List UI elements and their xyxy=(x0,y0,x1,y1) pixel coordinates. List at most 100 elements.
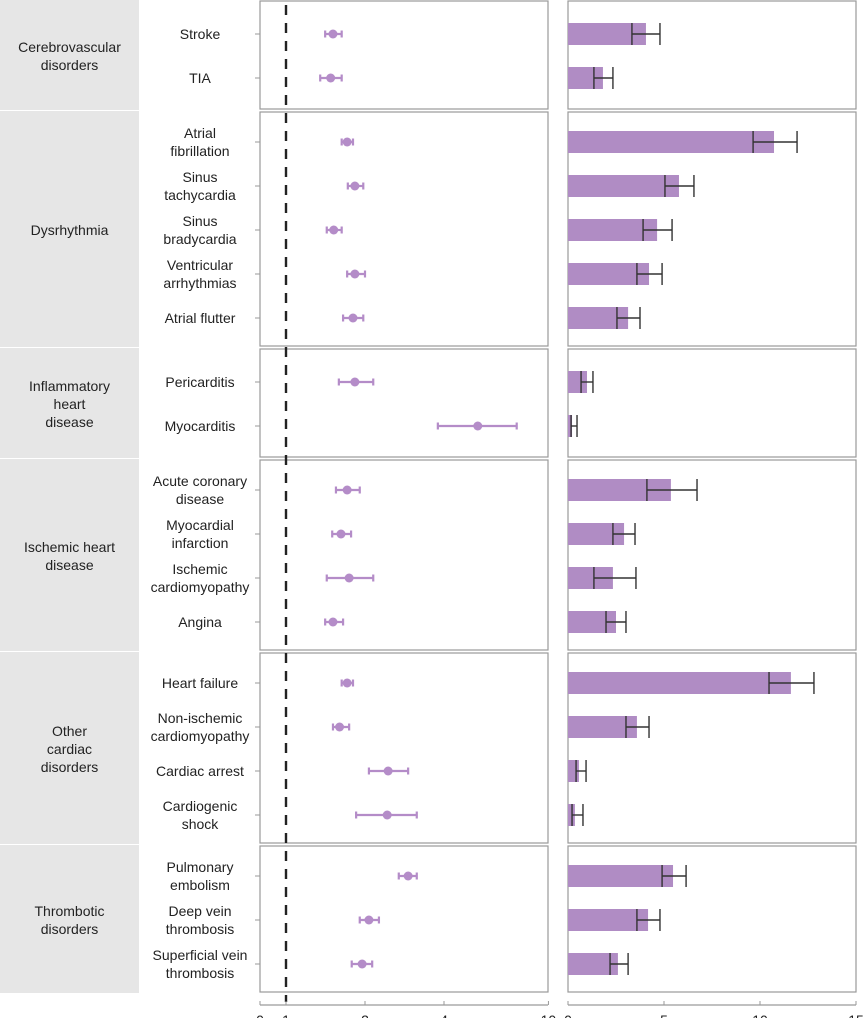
group-label-line: Cerebrovascular xyxy=(18,39,121,55)
row-label: Stroke xyxy=(180,26,221,42)
burden-panel xyxy=(567,0,857,110)
row-label-line: Pericarditis xyxy=(165,374,234,390)
row-label: Myocardial infarction xyxy=(166,517,234,551)
hr-point xyxy=(342,485,352,495)
row-label-line: embolism xyxy=(170,877,230,893)
burden-bar-group xyxy=(568,175,695,197)
hr-point xyxy=(329,225,339,235)
hr-estimate xyxy=(436,421,518,431)
burden-tick-label: 15 xyxy=(848,1012,864,1018)
hr-point xyxy=(473,421,483,431)
burden-bar xyxy=(568,175,679,197)
hr-estimate xyxy=(331,722,351,732)
burden-bar-group xyxy=(568,23,661,45)
hr-point xyxy=(328,29,338,39)
hr-estimate xyxy=(334,485,361,495)
row-label: Sinus bradycardia xyxy=(163,213,236,247)
group-label-line: Ischemic heart xyxy=(24,539,115,555)
group-label: Ischemic heart disease xyxy=(24,539,115,573)
hr-point xyxy=(335,722,345,732)
hr-point xyxy=(342,678,352,688)
burden-bar xyxy=(568,371,588,393)
row-label-line: Stroke xyxy=(180,26,221,42)
hr-estimate xyxy=(319,73,343,83)
burden-bar-group xyxy=(568,567,637,589)
row-label-line: Non-ischemic xyxy=(158,710,243,726)
hr-panel xyxy=(259,845,549,993)
row-label: Ischemic cardiomyopathy xyxy=(151,561,250,595)
row-label-line: Cardiac arrest xyxy=(156,763,244,779)
group-label-line: Dysrhythmia xyxy=(31,222,109,238)
burden-bar xyxy=(568,307,629,329)
hr-point xyxy=(350,269,360,279)
hr-estimate xyxy=(346,269,367,279)
hr-point xyxy=(328,617,338,627)
row-label-line: Ventricular xyxy=(167,257,233,273)
row-label: Heart failure xyxy=(162,675,238,691)
group-background xyxy=(0,111,139,347)
burden-bar-group xyxy=(568,371,594,393)
row-label-line: Deep vein xyxy=(168,903,231,919)
hr-estimate xyxy=(324,617,345,627)
burden-bar xyxy=(568,909,649,931)
hr-point xyxy=(344,573,354,583)
burden-bar xyxy=(568,263,650,285)
group-label-line: disorders xyxy=(41,759,99,775)
row-label: Acute coronary disease xyxy=(153,473,247,507)
row-label: Angina xyxy=(178,614,222,630)
row-label: Pulmonary embolism xyxy=(167,859,234,893)
burden-bar xyxy=(568,23,646,45)
hr-estimate xyxy=(340,137,355,147)
burden-bar-group xyxy=(568,523,636,545)
row-label: Atrial fibrillation xyxy=(170,125,229,159)
row-label: Cardiac arrest xyxy=(156,763,244,779)
row-label: Non-ischemic cardiomyopathy xyxy=(151,710,250,744)
hr-point xyxy=(383,766,393,776)
hr-panel xyxy=(259,111,549,347)
hr-estimate xyxy=(346,181,365,191)
burden-tick-label: 10 xyxy=(752,1012,768,1018)
hr-tick-label: 10 xyxy=(541,1012,557,1018)
group-label-line: disorders xyxy=(41,57,99,73)
row-label: Cardiogenic shock xyxy=(163,798,238,832)
burden-bar xyxy=(568,415,573,437)
row-label-line: shock xyxy=(182,816,220,832)
row-label: TIA xyxy=(189,70,211,86)
burden-bar-group xyxy=(568,67,614,89)
burden-bar-group xyxy=(568,479,698,501)
hr-panel xyxy=(259,652,549,844)
row-label-line: Angina xyxy=(178,614,222,630)
hr-tick-label: 0 xyxy=(256,1012,264,1018)
hr-estimate xyxy=(340,678,355,688)
row-label: Deep vein thrombosis xyxy=(166,903,234,937)
hr-point xyxy=(403,871,413,881)
burden-bar-group xyxy=(568,307,641,329)
group-background xyxy=(0,348,139,458)
hr-point xyxy=(364,915,374,925)
hr-estimate xyxy=(324,29,343,39)
burden-bar-group xyxy=(568,953,629,975)
burden-bar xyxy=(568,953,618,975)
hr-point xyxy=(350,181,360,191)
group-label: Other cardiac disorders xyxy=(41,723,99,775)
hr-estimate xyxy=(325,225,343,235)
group-label-line: Inflammatory xyxy=(29,378,110,394)
group-label-line: cardiac xyxy=(47,741,92,757)
hr-point xyxy=(350,377,360,387)
group-background xyxy=(0,459,139,651)
row-label-line: disease xyxy=(176,491,224,507)
hr-estimate xyxy=(350,959,374,969)
hr-estimate xyxy=(337,377,375,387)
row-label-line: Sinus xyxy=(182,169,217,185)
group-label-line: heart xyxy=(54,396,86,412)
burden-bar xyxy=(568,716,637,738)
row-label: Pericarditis xyxy=(165,374,234,390)
hr-tick-label: 1 xyxy=(282,1012,290,1018)
group-label: Inflammatory heart disease xyxy=(29,378,110,430)
burden-bar xyxy=(568,760,579,782)
hr-estimate xyxy=(355,810,418,820)
burden-bar-group xyxy=(568,672,815,694)
burden-bar-group xyxy=(568,263,663,285)
group-label-line: disease xyxy=(45,414,93,430)
